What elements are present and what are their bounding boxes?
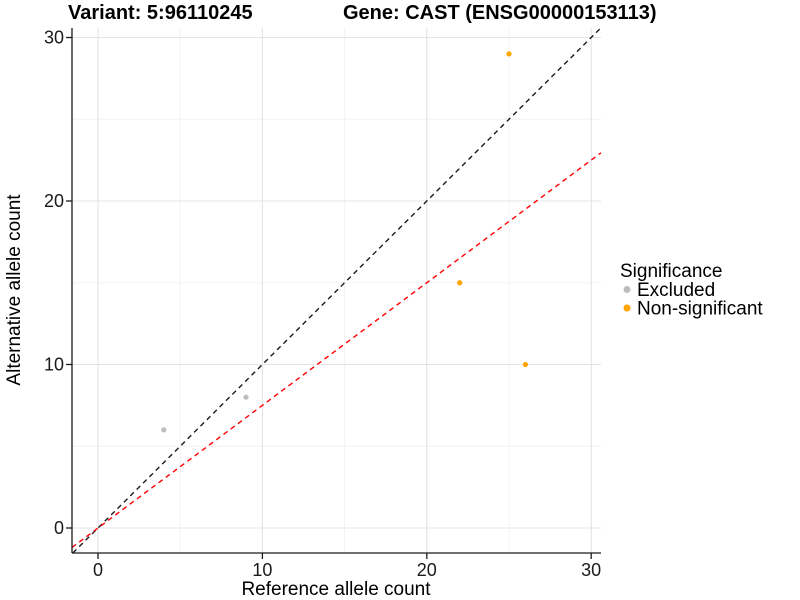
gridlines-major bbox=[72, 28, 601, 553]
expected-ratio-line bbox=[71, 152, 602, 548]
legend-item-excluded: Excluded bbox=[623, 280, 715, 301]
legend-item-non-significant: Non-significant bbox=[623, 299, 763, 320]
x-tick-label: 30 bbox=[581, 560, 601, 580]
variant-title: Variant: 5:96110245 bbox=[68, 2, 253, 24]
y-tick-label: 30 bbox=[44, 28, 64, 48]
legend: Significance Excluded Non-significant bbox=[620, 261, 763, 320]
axes bbox=[71, 28, 601, 554]
point-non-significant bbox=[522, 361, 529, 368]
legend-item-label: Non-significant bbox=[637, 299, 763, 320]
legend-item-label: Excluded bbox=[637, 280, 715, 301]
data-points bbox=[161, 51, 529, 433]
y-tick-label: 10 bbox=[44, 355, 64, 375]
x-tick-label: 0 bbox=[93, 560, 103, 580]
point-excluded bbox=[243, 394, 249, 400]
axis-tick-labels: 0 10 20 30 0 10 20 30 bbox=[44, 28, 601, 581]
legend-title: Significance bbox=[620, 261, 722, 282]
axis-ticks bbox=[66, 36, 592, 559]
identity-line bbox=[72, 27, 602, 554]
x-tick-label: 20 bbox=[417, 560, 437, 580]
gene-title: Gene: CAST (ENSG00000153113) bbox=[343, 2, 657, 24]
gridlines-minor bbox=[72, 28, 601, 553]
x-tick-label: 10 bbox=[252, 560, 272, 580]
non-significant-dot-icon bbox=[623, 304, 631, 312]
y-tick-label: 20 bbox=[44, 191, 64, 211]
excluded-dot-icon bbox=[623, 286, 631, 293]
y-axis-title: Alternative allele count bbox=[4, 194, 25, 386]
y-tick-label: 0 bbox=[54, 518, 64, 538]
x-axis-title: Reference allele count bbox=[241, 579, 431, 600]
point-non-significant bbox=[457, 280, 463, 286]
point-excluded bbox=[161, 427, 167, 433]
reference-lines bbox=[71, 27, 602, 554]
point-non-significant bbox=[506, 51, 512, 57]
